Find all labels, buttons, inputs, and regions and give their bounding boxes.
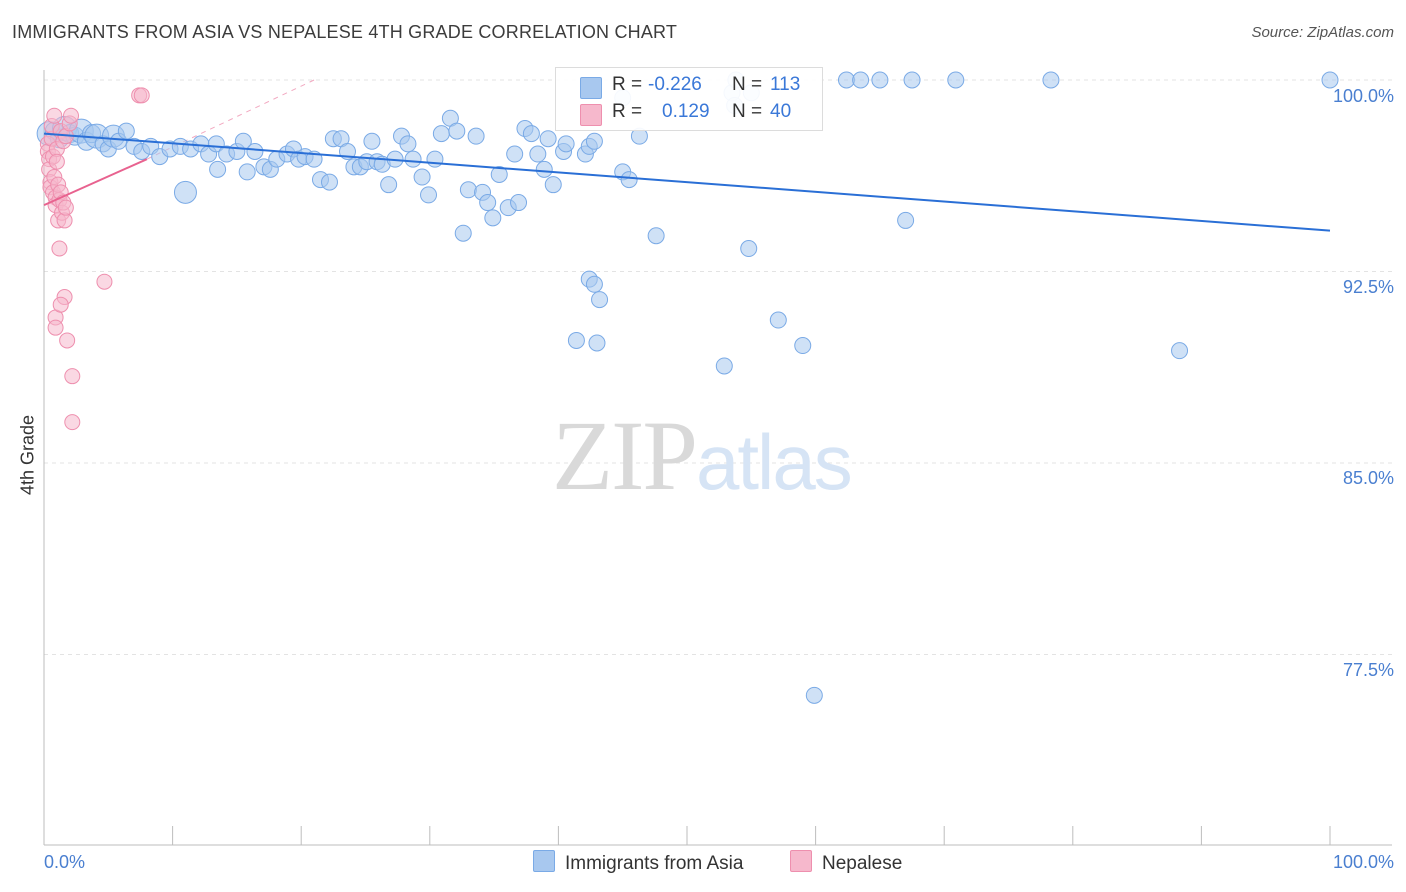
asia-point xyxy=(448,122,466,140)
asia-point xyxy=(404,150,422,168)
nepal-point xyxy=(47,319,64,336)
asia-point xyxy=(209,160,227,178)
nepal-point xyxy=(59,332,76,349)
chart-title: IMMIGRANTS FROM ASIA VS NEPALESE 4TH GRA… xyxy=(12,22,678,42)
nepal-point xyxy=(48,153,65,170)
nepal-point xyxy=(64,368,81,385)
asia-point xyxy=(805,686,823,704)
legend-swatch-nepal xyxy=(790,850,812,872)
asia-point xyxy=(117,122,135,140)
watermark-zip: ZIP xyxy=(552,400,698,511)
asia-point xyxy=(467,127,485,145)
asia-point xyxy=(740,240,758,258)
asia-point xyxy=(246,142,264,160)
asia-point xyxy=(591,291,609,309)
nepal-trend-line xyxy=(43,158,148,207)
asia-point xyxy=(947,71,965,89)
nepal-point xyxy=(51,240,68,257)
y-tick-label: 85.0% xyxy=(1342,468,1394,488)
y-tick-label: 92.5% xyxy=(1342,277,1394,297)
asia-point xyxy=(479,194,497,212)
asia-point xyxy=(903,71,921,89)
asia-point xyxy=(510,194,528,212)
nepal-swatch xyxy=(580,104,602,126)
asia-point xyxy=(380,176,398,194)
asia-point xyxy=(1321,71,1339,89)
asia-point xyxy=(585,275,603,293)
nepal-point xyxy=(57,199,74,216)
stats-box: R = -0.226 N = 113 R = 0.129 N = 40 xyxy=(555,67,823,131)
legend-swatch-asia xyxy=(533,850,555,872)
asia-point xyxy=(432,125,450,143)
y-tick-label: 100.0% xyxy=(1332,86,1394,106)
legend-label-nepal: Nepalese xyxy=(822,853,903,874)
n-label: N = xyxy=(732,101,763,122)
asia-swatch xyxy=(580,77,602,99)
watermark: ZIPatlas xyxy=(552,398,853,513)
asia-point xyxy=(837,71,855,89)
asia-point xyxy=(399,135,417,153)
nepal-point xyxy=(64,414,81,431)
nepal-points xyxy=(39,87,150,431)
asia-point xyxy=(320,173,338,191)
trend-lines xyxy=(43,132,1331,232)
asia-point xyxy=(585,132,603,150)
asia-point xyxy=(588,334,606,352)
asia-r-value: -0.226 xyxy=(648,74,702,95)
source-label: Source: ZipAtlas.com xyxy=(1251,24,1394,41)
asia-point xyxy=(420,186,438,204)
asia-point xyxy=(544,176,562,194)
asia-points xyxy=(36,71,1339,704)
y-tick-label: 77.5% xyxy=(1342,660,1394,680)
nepal-point xyxy=(133,87,150,104)
x-tick-label: 100.0% xyxy=(1332,852,1394,872)
asia-point xyxy=(897,211,915,229)
r-label: R = xyxy=(612,74,643,95)
asia-point xyxy=(459,181,477,199)
asia-point xyxy=(506,145,524,163)
asia-point xyxy=(647,227,665,245)
asia-point xyxy=(1171,342,1189,360)
r-label: R = xyxy=(612,101,643,122)
asia-point xyxy=(769,311,787,329)
nepal-n-value: 40 xyxy=(770,101,792,122)
legend: Immigrants from Asia Nepalese xyxy=(0,850,1406,878)
asia-point xyxy=(557,135,575,153)
asia-n-value: 113 xyxy=(770,74,801,95)
asia-point xyxy=(413,168,431,186)
asia-point xyxy=(539,130,557,148)
axes xyxy=(43,70,1392,846)
legend-item-nepal[interactable]: Nepalese xyxy=(790,850,902,875)
asia-point xyxy=(852,71,870,89)
asia-point xyxy=(522,125,540,143)
asia-point xyxy=(794,337,812,355)
nepal-point xyxy=(52,296,69,313)
asia-point xyxy=(715,357,733,375)
asia-point xyxy=(363,132,381,150)
n-label: N = xyxy=(732,74,763,95)
asia-point xyxy=(1042,71,1060,89)
asia-point xyxy=(426,150,444,168)
asia-point xyxy=(535,160,553,178)
asia-point xyxy=(238,163,256,181)
asia-point xyxy=(454,224,472,242)
nepal-point xyxy=(46,107,63,124)
nepal-point xyxy=(96,273,113,290)
watermark-atlas: atlas xyxy=(696,418,853,506)
y-axis-title: 4th Grade xyxy=(17,414,38,496)
asia-point xyxy=(871,71,889,89)
asia-point xyxy=(620,171,638,189)
asia-point xyxy=(490,165,508,183)
legend-item-asia[interactable]: Immigrants from Asia xyxy=(533,850,743,875)
asia-trend-line xyxy=(43,132,1331,232)
asia-point xyxy=(173,180,197,204)
legend-label-asia: Immigrants from Asia xyxy=(565,853,744,874)
asia-point xyxy=(484,209,502,227)
nepal-r-value: 0.129 xyxy=(662,101,710,122)
x-tick-label: 0.0% xyxy=(44,852,86,872)
asia-point xyxy=(567,331,585,349)
nepal-point xyxy=(63,107,80,124)
asia-point xyxy=(529,145,547,163)
